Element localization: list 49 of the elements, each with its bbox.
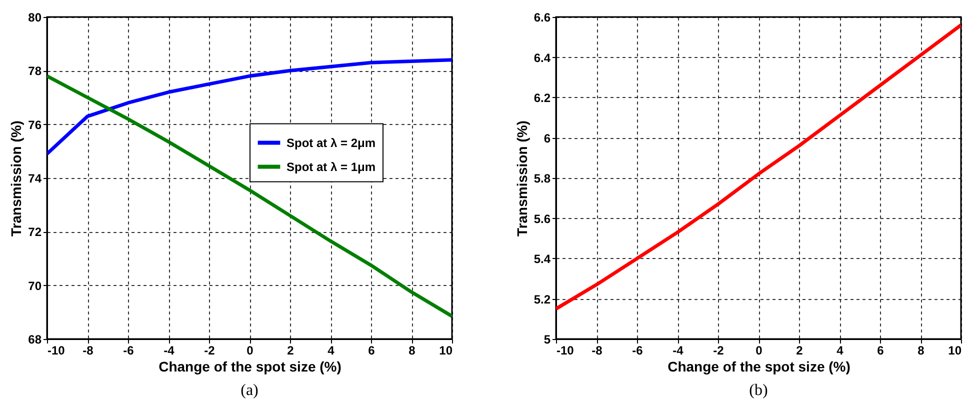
- line-series: [47, 58, 452, 156]
- x-tick-label: 10: [948, 344, 962, 358]
- x-tick-label: -4: [164, 344, 175, 358]
- y-tick-label: 5.8: [534, 172, 551, 186]
- x-tick-label: 4: [328, 344, 335, 358]
- x-tick-label: -10: [556, 344, 574, 358]
- line-series: [47, 74, 452, 318]
- x-tick-label: 8: [408, 344, 416, 358]
- y-tick-label: 68: [28, 332, 42, 346]
- text: (b): [749, 382, 768, 399]
- x-tick-label: -2: [204, 344, 216, 358]
- y-tick-label: 5.2: [534, 292, 551, 306]
- y-axis-title: Transmission (%): [8, 120, 24, 236]
- x-tick-label: 2: [796, 344, 804, 358]
- y-tick-label: 72: [28, 225, 42, 240]
- x-tick-label: 2: [287, 344, 294, 358]
- x-axis-title: Change of the spot size (%): [158, 358, 342, 374]
- x-tick-label: 6: [368, 344, 376, 358]
- y-tick-label: 74: [28, 172, 42, 186]
- text: (a): [240, 382, 258, 399]
- x-tick-label: -8: [82, 344, 94, 358]
- y-tick-label: 5.4: [534, 252, 551, 266]
- y-tick-label: 5: [544, 332, 551, 346]
- x-tick-label: -4: [672, 344, 684, 358]
- legend-label: Spot at λ = 2μm: [286, 136, 376, 150]
- x-tick-label: 8: [918, 344, 925, 358]
- x-tick-label: -6: [632, 344, 644, 358]
- y-tick-label: 5.6: [534, 212, 551, 226]
- x-axis-title: Change of the spot size (%): [668, 358, 850, 374]
- legend-label: Spot at λ = 1μm: [286, 160, 376, 174]
- y-axis-title: Transmission (%): [514, 120, 530, 236]
- y-tick-label: 6.2: [534, 91, 551, 105]
- x-tick-label: -2: [713, 344, 724, 358]
- y-tick-label: 70: [28, 278, 42, 293]
- x-tick-label: 10: [439, 344, 453, 358]
- y-tick-label: 6.4: [534, 50, 551, 65]
- y-tick-label: 80: [28, 10, 42, 24]
- y-tick-label: 6: [544, 131, 551, 146]
- x-tick-label: -10: [48, 344, 66, 358]
- x-tick-label: 6: [877, 344, 884, 358]
- x-tick-label: 4: [836, 344, 844, 358]
- y-tick-label: 76: [28, 118, 42, 132]
- y-tick-label: 6.6: [534, 10, 551, 24]
- line-series: [556, 23, 961, 311]
- x-tick-label: -6: [123, 344, 134, 358]
- y-tick-label: 78: [28, 64, 42, 78]
- x-tick-label: -8: [592, 344, 603, 358]
- x-tick-label: 0: [246, 344, 254, 358]
- x-tick-label: 0: [756, 344, 763, 358]
